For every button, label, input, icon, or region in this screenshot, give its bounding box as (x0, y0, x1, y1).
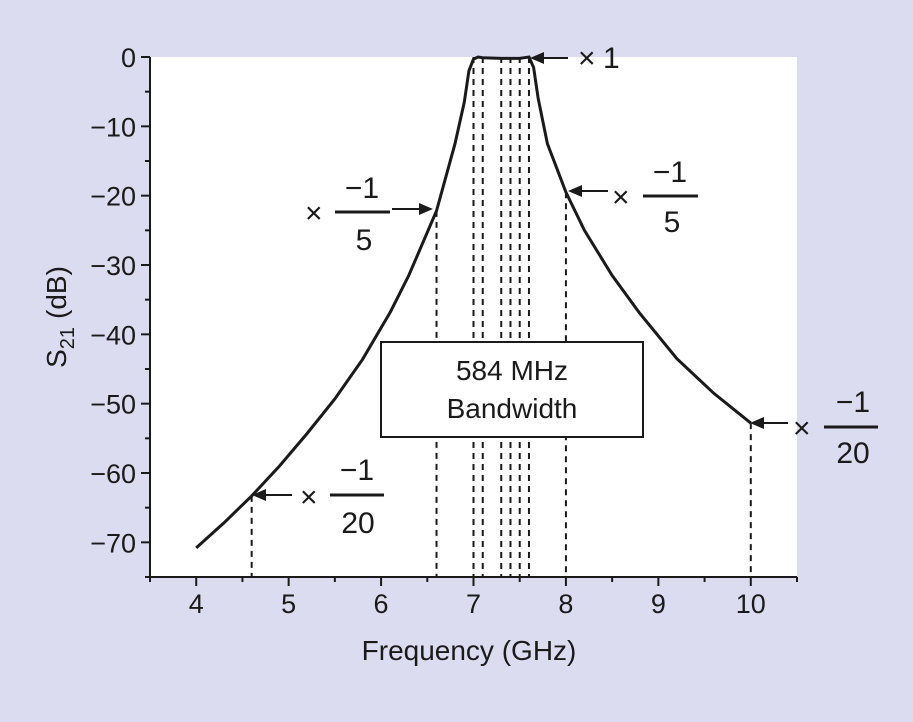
svg-text:20: 20 (836, 437, 869, 470)
x-axis: 4 5 6 7 8 9 10 (149, 576, 798, 619)
svg-text:20: 20 (341, 507, 374, 540)
svg-text:−1: −1 (340, 454, 374, 487)
y-axis: 0 −10 −20 −30 −40 −50 −60 −70 (90, 43, 151, 578)
x-tick-label: 9 (651, 589, 666, 619)
y-axis-label: S21(dB) (41, 266, 79, 368)
annotation-left-5: × −1 5 (305, 172, 433, 257)
x-tick-label: 10 (736, 589, 766, 619)
y-tick-label: −70 (90, 528, 136, 558)
x-tick-label: 7 (466, 589, 481, 619)
svg-text:1: 1 (603, 42, 620, 75)
svg-text:5: 5 (664, 206, 681, 239)
y-tick-label: −50 (90, 390, 136, 420)
annotation-left-20: × −1 20 (252, 454, 384, 540)
annotation-right-5: × −1 5 (568, 156, 698, 239)
y-tick-label: 0 (121, 43, 136, 73)
svg-text:×: × (300, 481, 318, 514)
svg-text:×: × (612, 181, 630, 214)
annotation-top: × 1 (530, 42, 620, 75)
svg-text:×: × (578, 42, 596, 75)
x-tick-label: 6 (374, 589, 389, 619)
svg-text:5: 5 (356, 224, 373, 257)
y-tick-label: −40 (90, 320, 136, 350)
bandwidth-label: Bandwidth (447, 393, 578, 424)
svg-text:×: × (793, 412, 811, 445)
x-tick-label: 4 (189, 589, 204, 619)
y-tick-label: −20 (90, 182, 136, 212)
x-tick-label: 8 (558, 589, 573, 619)
x-tick-label: 5 (281, 589, 296, 619)
svg-text:−1: −1 (836, 386, 870, 419)
svg-text:×: × (305, 197, 323, 230)
passband-lines (472, 57, 530, 577)
bandwidth-value: 584 MHz (456, 355, 568, 386)
y-tick-label: −30 (90, 251, 136, 281)
svg-text:−1: −1 (653, 156, 687, 189)
series-line (195, 55, 752, 550)
y-tick-label: −60 (90, 459, 136, 489)
y-tick-label: −10 (90, 112, 136, 142)
annotation-right-20: × −1 20 (750, 386, 878, 470)
x-axis-label: Frequency (GHz) (362, 635, 577, 666)
svg-text:−1: −1 (345, 172, 379, 205)
bandwidth-box: 584 MHz Bandwidth (380, 341, 644, 438)
